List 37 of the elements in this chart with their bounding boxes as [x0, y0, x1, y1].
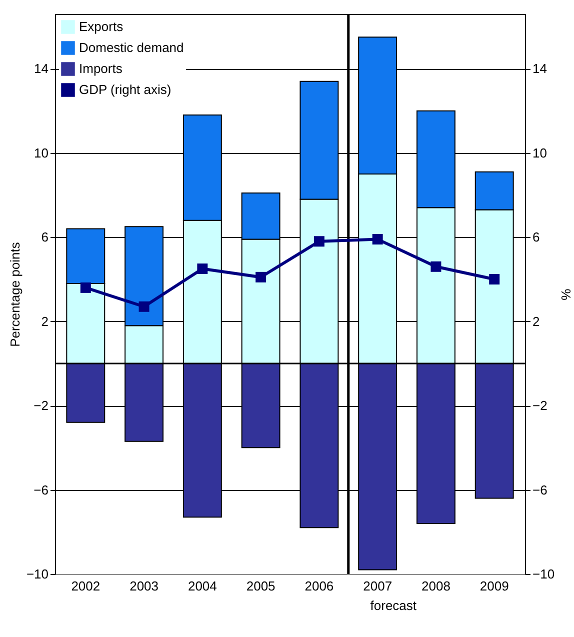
x-tick-label: 2008 [422, 578, 450, 594]
point [430, 261, 442, 272]
y2-axis-title: % [558, 288, 574, 301]
legend-label: Imports [79, 61, 123, 76]
y-axis-title: Percentage points [7, 242, 22, 347]
y2-tick-label: 10 [532, 145, 547, 160]
y-tick-label: 10 [34, 145, 48, 160]
y-tick-label: 2 [41, 314, 48, 329]
point [372, 234, 383, 245]
x-tick-label: 2004 [188, 578, 217, 594]
point [489, 274, 500, 285]
legend-label: Exports [79, 19, 124, 34]
y2-tick-label: −2 [532, 398, 548, 414]
y-tick-label: −6 [34, 482, 48, 498]
y-tick-label: 6 [41, 230, 48, 245]
point [256, 272, 266, 282]
point [80, 282, 91, 293]
y2-tick-label: 14 [532, 61, 547, 76]
point [197, 263, 208, 274]
y2-tick-label: −6 [532, 482, 548, 498]
x-tick-label: 2002 [71, 578, 100, 594]
x-tick-label: 2007 [363, 578, 392, 594]
x-tick-label: 2006 [304, 578, 334, 594]
y-tick-label: 14 [34, 61, 48, 76]
x-tick-label: 2005 [246, 578, 276, 594]
point [314, 236, 324, 247]
legend-label: Domestic demand [79, 40, 184, 55]
text: forecast [370, 598, 417, 613]
legend-label: GDP (right axis) [79, 82, 172, 97]
y-tick-label: −2 [34, 398, 48, 414]
y2-tick-label: 6 [532, 230, 540, 245]
y2-tick-label: −10 [532, 566, 555, 582]
point [138, 301, 150, 312]
y-tick-label: −10 [26, 566, 48, 582]
x-tick-label: 2009 [480, 578, 509, 594]
x-tick-label: 2003 [130, 578, 158, 594]
y2-tick-label: 2 [532, 314, 540, 329]
